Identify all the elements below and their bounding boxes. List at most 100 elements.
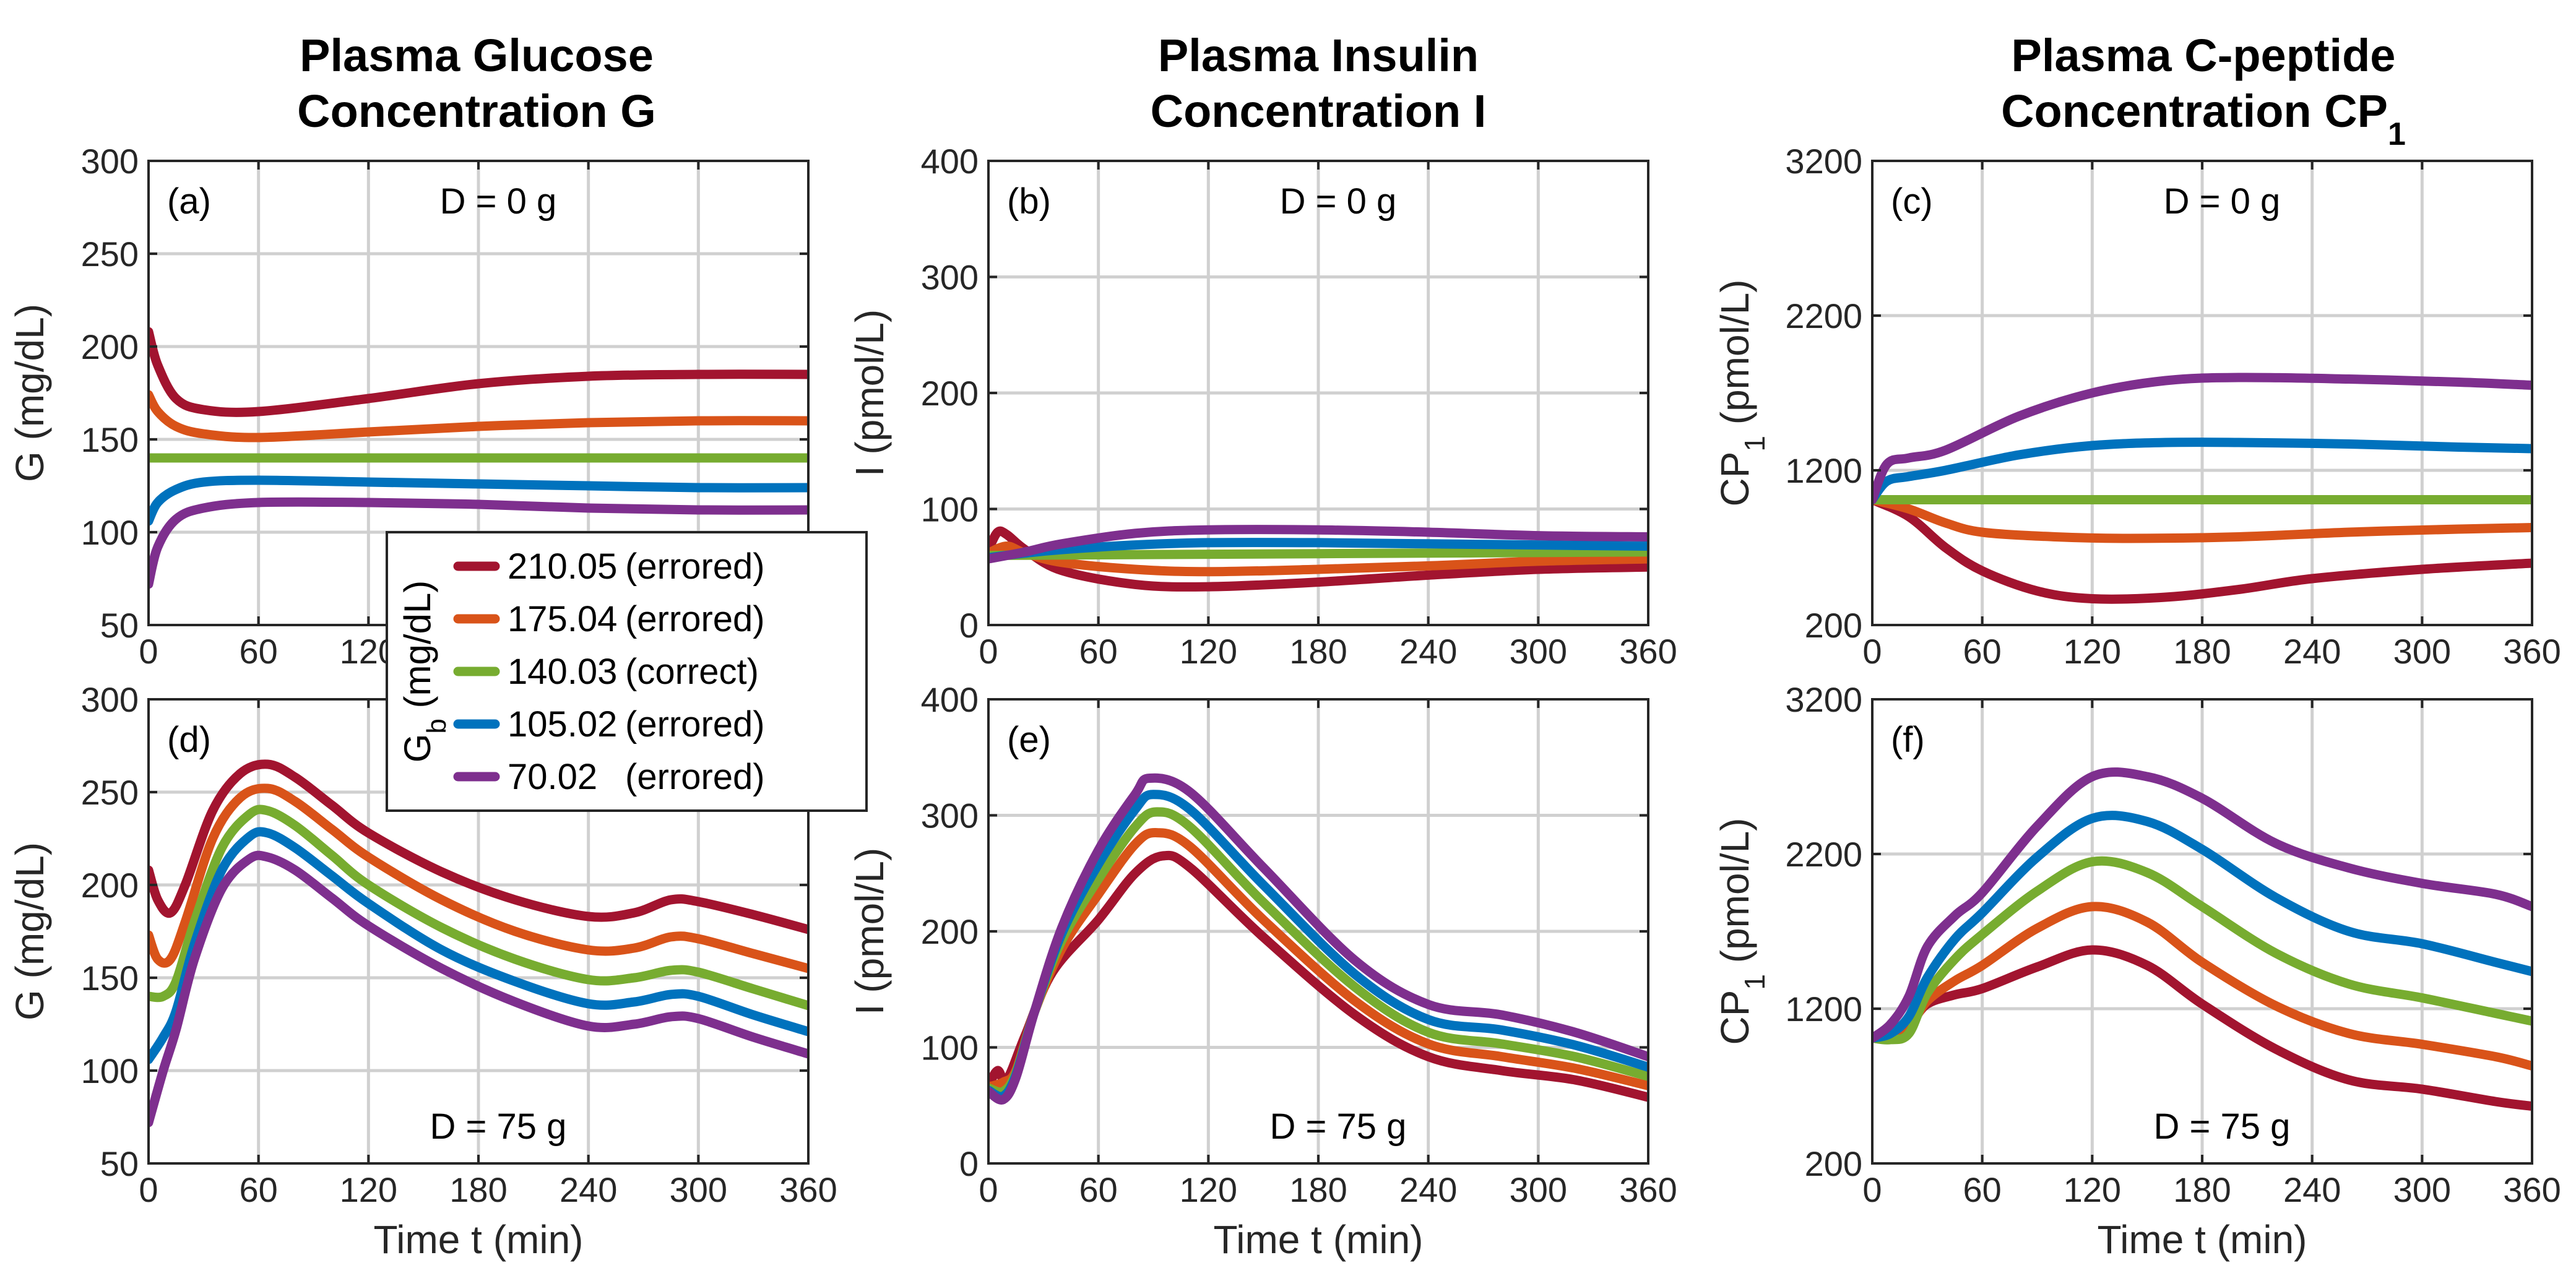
x-axis-label: Time t (min) [1214,1217,1424,1262]
x-tick-label: 60 [1963,632,2002,671]
y-tick-label: 300 [81,142,139,181]
series-line-210_05 [1872,495,2532,604]
legend-value: 105.02 [508,704,617,744]
x-tick-label: 360 [2503,632,2561,671]
y-tick-label: 300 [921,258,979,297]
series-line-105_02 [1872,438,2532,504]
y-tick-label: 3200 [1785,680,1862,719]
series-line-105_02 [149,475,808,526]
y-axis-label: CP1 (pmol/L) [1713,280,1771,507]
series-line-140_03 [149,804,808,1011]
series-line-105_02 [1872,811,2532,1043]
y-tick-label: 100 [921,490,979,529]
series-line-70_02 [1872,767,2532,1043]
column-title-line2: Concentration CP1 [2001,85,2406,152]
y-tick-label: 50 [100,606,139,645]
x-tick-label: 0 [1862,632,1882,671]
x-tick-label: 120 [1180,632,1237,671]
x-tick-label: 300 [2393,632,2451,671]
y-tick-label: 200 [921,912,979,951]
legend-value: 175.04 [508,599,617,639]
panel-label: (d) [167,720,211,760]
dose-annotation: D = 0 g [2164,181,2281,222]
panel-label: (b) [1007,181,1051,222]
x-axis-label: Time t (min) [374,1217,584,1262]
x-tick-label: 0 [139,1170,158,1209]
series-line-70_02 [149,850,808,1128]
x-tick-label: 120 [2064,632,2121,671]
panel-label: (f) [1891,720,1925,760]
column-title-line1: Plasma Insulin [1158,30,1479,81]
y-tick-label: 150 [81,420,139,459]
x-axis-label: Time t (min) [2098,1217,2307,1262]
x-tick-label: 60 [1963,1170,2002,1209]
y-tick-label: 200 [921,374,979,413]
x-tick-label: 300 [1510,632,1567,671]
y-tick-label: 300 [921,796,979,835]
panel-label: (e) [1007,720,1051,760]
series-line-210_05 [988,526,1648,592]
series-line-140_03 [1872,856,2532,1045]
x-tick-label: 60 [240,632,278,671]
y-tick-label: 150 [81,959,139,998]
x-tick-label: 360 [1619,1170,1677,1209]
x-tick-label: 240 [1399,1170,1457,1209]
legend-status: (correct) [625,652,759,692]
legend-title-subscript: b [421,718,452,733]
panel-e: 0 60 120 180 240 300 360 0 100 200 300 400 (e) D = 75… [847,680,1677,1262]
column-title-subscript: 1 [2388,116,2406,152]
dose-annotation: D = 75 g [430,1106,567,1147]
x-tick-label: 180 [2173,1170,2231,1209]
panel-label: (a) [167,181,211,222]
y-tick-label: 200 [1805,1144,1862,1183]
x-tick-label: 240 [1399,632,1457,671]
x-tick-label: 0 [1862,1170,1882,1209]
y-tick-label: 1200 [1785,451,1862,490]
panel-label: (c) [1891,181,1933,222]
y-tick-label: 250 [81,235,139,274]
y-tick-label: 3200 [1785,142,1862,181]
legend-status: (errored) [625,757,765,797]
x-tick-label: 60 [1079,1170,1118,1209]
legend-value: 140.03 [508,652,617,692]
dose-annotation: D = 75 g [1270,1106,1407,1147]
series-line-70_02 [1872,373,2532,504]
column-title-line2: Concentration G [297,85,656,137]
x-tick-label: 300 [670,1170,727,1209]
series-line-70_02 [149,497,808,589]
y-axis-label-tail: (pmol/L) [1713,818,1757,975]
series-line-210_05 [149,759,808,934]
x-tick-label: 360 [1619,632,1677,671]
series-line-175_04 [149,783,808,973]
y-tick-label: 400 [921,680,979,719]
series-line-175_04 [1872,495,2532,543]
series-line-140_03 [988,547,1648,560]
y-axis-label: I (pmol/L) [847,848,892,1015]
legend-status: (errored) [625,704,765,744]
x-tick-label: 240 [2283,1170,2341,1209]
column-title-line2: Concentration I [1151,85,1487,137]
series-line-210_05 [149,327,808,417]
dose-annotation: D = 0 g [1280,181,1397,222]
panel-f: 0 60 120 180 240 300 360 200 1200 2200 3200 (f) D = … [1713,680,2561,1262]
legend: Gb (mg/dL)210.05 (errored)175.04 (errored)… [386,531,868,812]
x-tick-label: 120 [340,1170,397,1209]
dose-annotation: D = 75 g [2154,1106,2291,1147]
series-group [1872,373,2532,604]
series-line-105_02 [988,538,1648,563]
x-tick-label: 240 [2283,632,2341,671]
y-axis-label: G (mg/dL) [7,842,52,1020]
x-tick-label: 60 [1079,632,1118,671]
x-tick-label: 0 [139,632,158,671]
x-tick-label: 300 [1510,1170,1567,1209]
y-axis-label-subscript: 1 [1739,436,1771,452]
x-tick-label: 60 [240,1170,278,1209]
y-axis-label-subscript: 1 [1739,974,1771,990]
series-line-105_02 [149,827,808,1064]
series-group [988,773,1648,1105]
legend-value: 210.05 [508,546,617,587]
series-group [988,525,1648,592]
x-tick-label: 180 [2173,632,2231,671]
